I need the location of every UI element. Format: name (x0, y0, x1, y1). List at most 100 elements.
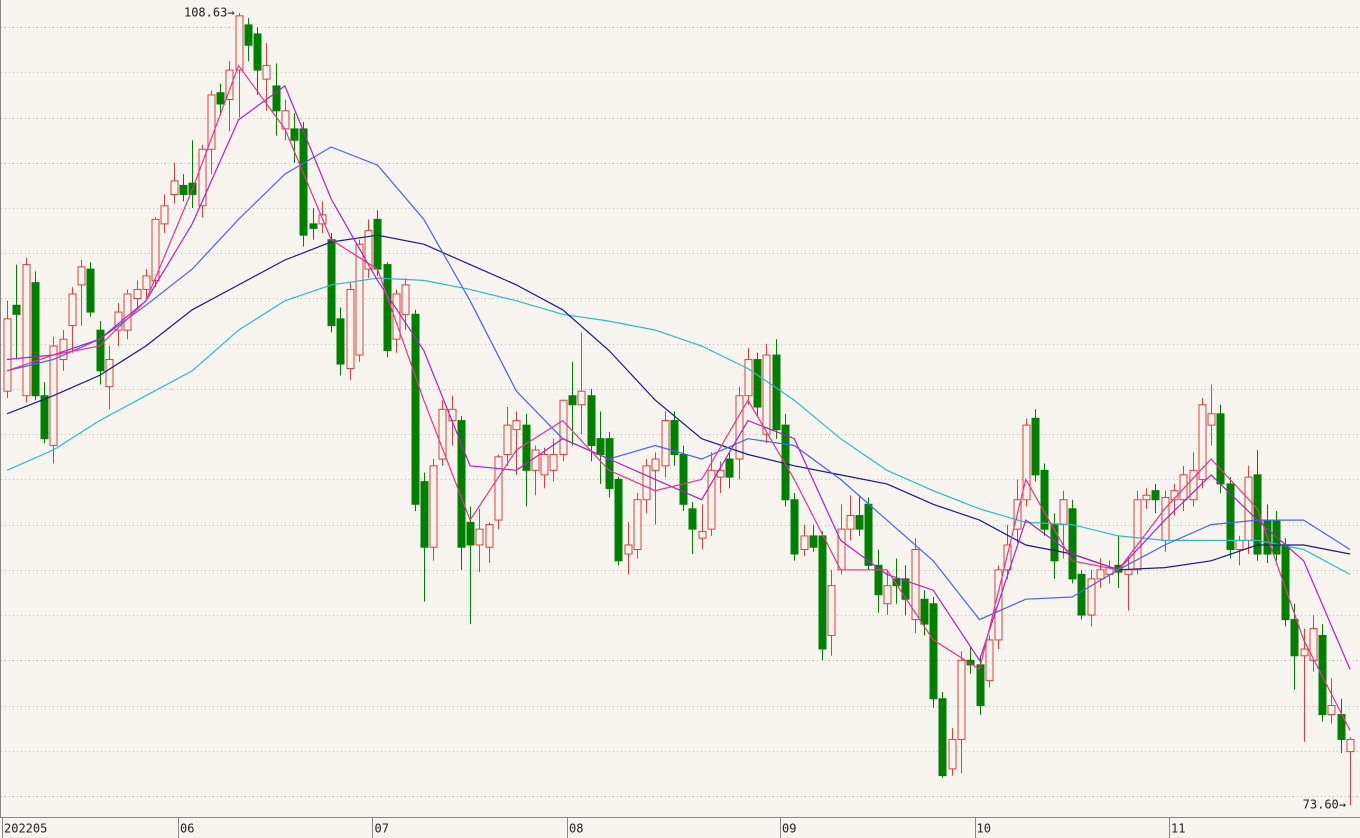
moving-average-line (6, 234, 1351, 571)
candle-body (475, 528, 484, 546)
candle-body (198, 148, 207, 207)
candle-body (438, 408, 447, 460)
candle-body (985, 639, 994, 682)
x-tick-label: 10 (977, 822, 991, 836)
candle-body (688, 508, 697, 530)
candle-body (577, 390, 586, 406)
extreme-label: 108.63→ (184, 5, 235, 19)
candle-body (633, 499, 642, 550)
candle-body (679, 454, 688, 505)
candle-body (466, 521, 475, 546)
candle-body (1253, 474, 1262, 555)
candle-body (494, 456, 503, 521)
candle-body (160, 205, 169, 225)
candle-body (1346, 738, 1355, 753)
candle-body (327, 239, 336, 327)
candle-body (346, 288, 355, 370)
candle-body (151, 218, 160, 281)
x-tick-label: 202205 (4, 822, 47, 836)
candle-body (1235, 539, 1244, 550)
x-tick-label: 11 (1171, 822, 1185, 836)
candle-body (392, 293, 401, 340)
x-tick-label: 06 (180, 822, 194, 836)
candle-body (1096, 569, 1105, 580)
candle-body (1003, 544, 1012, 571)
candle-body (929, 603, 938, 700)
candle-body (22, 264, 31, 397)
candle-body (1189, 469, 1198, 501)
extreme-label: 73.60→ (1303, 798, 1346, 812)
candle-body (68, 293, 77, 327)
candle-body (1133, 499, 1142, 571)
candle-body (1059, 499, 1068, 526)
candle-body (1022, 424, 1031, 501)
candle-body (96, 329, 105, 372)
candle-body (531, 449, 540, 471)
candle-body (503, 424, 512, 456)
x-tick-label: 07 (374, 822, 388, 836)
candle-body (40, 395, 49, 440)
candle-body (12, 304, 21, 315)
candle-body (800, 535, 809, 550)
candle-body (790, 499, 799, 555)
candle-body (244, 24, 253, 46)
x-tick-label: 08 (569, 822, 583, 836)
candle-body (818, 535, 827, 650)
x-tick-label: 09 (782, 822, 796, 836)
candle-body (540, 454, 549, 476)
candle-body (77, 266, 86, 286)
candle-body (272, 85, 281, 112)
candle-body (179, 184, 188, 195)
candle-body (207, 94, 216, 150)
candle-body (383, 264, 392, 351)
candle-body (1327, 705, 1336, 716)
candle-body (123, 293, 132, 331)
candle-body (299, 128, 308, 236)
candle-body (596, 438, 605, 456)
moving-average-line (6, 64, 1351, 731)
candle-body (642, 465, 651, 501)
candle-body (522, 424, 531, 471)
candle-body (827, 585, 836, 636)
candle-body (976, 664, 985, 707)
candle-body (883, 585, 892, 605)
candle-body (216, 92, 225, 105)
candle-body (31, 282, 40, 397)
moving-average-line (6, 146, 1351, 621)
candle-body (549, 454, 558, 471)
candle-body (901, 578, 910, 600)
candle-body (661, 420, 670, 467)
candle-body (355, 243, 364, 356)
candle-body (235, 15, 244, 71)
candle-body (1290, 619, 1299, 657)
candle-body (1077, 573, 1086, 616)
candle-body (855, 515, 864, 530)
candle-body (753, 359, 762, 408)
candle-body (1040, 469, 1049, 530)
candle-body (401, 284, 410, 315)
candle-body (429, 465, 438, 548)
moving-average-line (6, 277, 1351, 575)
candle-body (133, 288, 142, 299)
candle-body (568, 395, 577, 406)
moving-average-line (6, 84, 1351, 670)
candle-body (725, 458, 734, 478)
candle-body (1050, 524, 1059, 562)
candle-body (420, 481, 429, 548)
candle-body (86, 268, 95, 313)
candle-body (309, 223, 318, 229)
candle-body (1142, 494, 1151, 501)
candle-body (1216, 413, 1225, 485)
candle-body (698, 530, 707, 539)
candle-body (1226, 483, 1235, 550)
candle-body (892, 578, 901, 587)
candle-body (809, 535, 818, 548)
candle-body (1151, 490, 1160, 501)
candle-body (411, 313, 420, 505)
candle-body (1179, 474, 1188, 501)
candle-body (966, 659, 975, 666)
candle-body (373, 218, 382, 270)
